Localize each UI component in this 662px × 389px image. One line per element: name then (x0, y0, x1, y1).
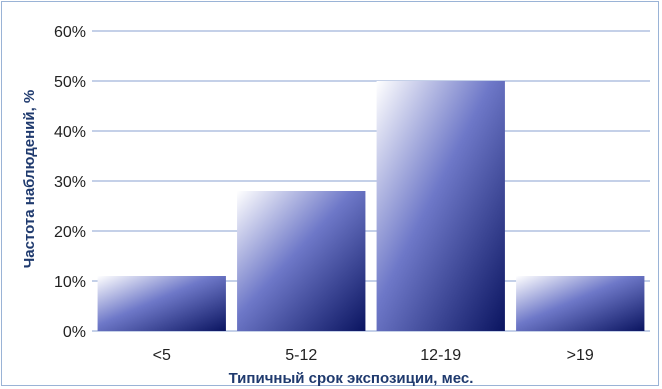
bar (516, 276, 645, 331)
y-tick-label: 0% (63, 324, 86, 341)
y-tick-label: 60% (54, 24, 86, 41)
bar (376, 81, 505, 331)
y-tick-label: 10% (54, 274, 86, 291)
bar (237, 191, 366, 331)
x-tick-labels: <5 5-12 12-19 >19 (153, 347, 594, 364)
bar (97, 276, 226, 331)
x-tick-label: <5 (153, 347, 171, 364)
y-tick-label: 40% (54, 124, 86, 141)
y-axis-title: Частота наблюдений, % (21, 90, 38, 269)
x-tick-label: >19 (567, 347, 594, 364)
y-tick-labels: 0% 10% 20% 30% 40% 50% 60% (54, 24, 86, 341)
x-tick-label: 5-12 (285, 347, 317, 364)
y-tick-label: 20% (54, 224, 86, 241)
y-tick-label: 50% (54, 74, 86, 91)
y-tick-label: 30% (54, 174, 86, 191)
bars (97, 81, 645, 331)
x-tick-label: 12-19 (420, 347, 461, 364)
x-axis-title: Типичный срок экспозиции, мес. (229, 370, 474, 387)
